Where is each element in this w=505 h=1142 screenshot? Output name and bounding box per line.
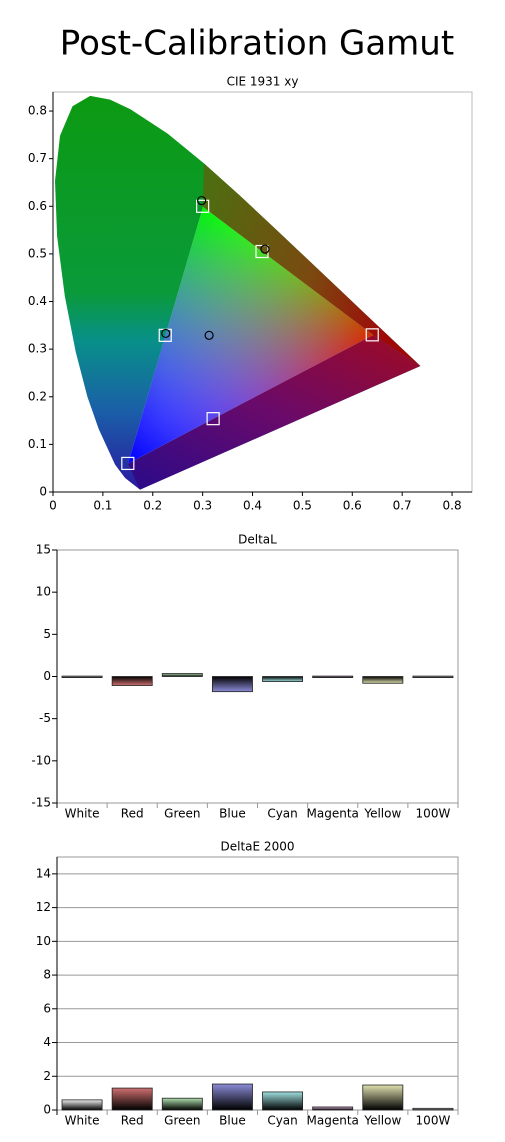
bar bbox=[211, 1083, 253, 1111]
target-marker bbox=[365, 328, 379, 342]
x-tick-label: 0.5 bbox=[293, 499, 312, 513]
y-tick-label: 0.6 bbox=[28, 199, 47, 213]
x-tick-label: 0.6 bbox=[343, 499, 362, 513]
y-tick-label: 12 bbox=[36, 900, 51, 914]
bar bbox=[111, 676, 153, 686]
x-tick-label: Green bbox=[164, 1114, 200, 1128]
target-marker bbox=[206, 412, 220, 426]
gamut-triangle bbox=[128, 207, 373, 464]
x-tick-label: 0.2 bbox=[143, 499, 162, 513]
x-tick-label: Magenta bbox=[307, 807, 359, 821]
measured-marker bbox=[260, 244, 270, 254]
y-tick-label: 14 bbox=[36, 866, 51, 880]
y-tick-label: 0.1 bbox=[28, 437, 47, 451]
y-tick-label: 10 bbox=[36, 585, 51, 599]
bar bbox=[312, 675, 354, 678]
x-tick-label: Red bbox=[121, 807, 144, 821]
y-tick-label: 6 bbox=[43, 1001, 51, 1015]
cie-diagram bbox=[55, 95, 421, 490]
x-tick-label: Yellow bbox=[363, 1114, 401, 1128]
target-marker bbox=[196, 199, 210, 213]
measured-marker bbox=[204, 330, 214, 340]
bar bbox=[61, 1099, 103, 1111]
bar bbox=[362, 676, 404, 684]
x-tick-label: White bbox=[65, 807, 100, 821]
y-tick-label: -5 bbox=[39, 711, 51, 725]
bar bbox=[61, 675, 103, 678]
bar bbox=[161, 673, 203, 677]
x-tick-label: Cyan bbox=[267, 1114, 297, 1128]
x-tick-label: 0.1 bbox=[93, 499, 112, 513]
y-tick-label: -15 bbox=[31, 796, 51, 810]
x-tick-label: 0.3 bbox=[193, 499, 212, 513]
y-tick-label: 0 bbox=[39, 485, 47, 499]
x-tick-label: Cyan bbox=[267, 807, 297, 821]
x-tick-label: Blue bbox=[219, 807, 246, 821]
outer-region bbox=[128, 335, 421, 490]
x-tick-label: Red bbox=[121, 1114, 144, 1128]
y-tick-label: 0.7 bbox=[28, 151, 47, 165]
x-tick-label: 0.4 bbox=[243, 499, 262, 513]
bar bbox=[412, 675, 454, 678]
plot-frame bbox=[56, 856, 459, 1111]
y-tick-label: 0.3 bbox=[28, 342, 47, 356]
y-tick-label: 2 bbox=[43, 1069, 51, 1083]
measured-marker bbox=[197, 195, 207, 206]
x-tick-label: 0 bbox=[49, 499, 57, 513]
chart-title: DeltaE 2000 bbox=[221, 840, 295, 854]
x-tick-label: White bbox=[65, 1114, 100, 1128]
y-tick-label: 4 bbox=[43, 1035, 51, 1049]
y-tick-label: 15 bbox=[36, 543, 51, 557]
y-tick-label: 5 bbox=[43, 627, 51, 641]
x-tick-label: 0.7 bbox=[393, 499, 412, 513]
measured-marker bbox=[161, 328, 171, 339]
bar bbox=[211, 676, 253, 693]
y-tick-label: 0.2 bbox=[28, 389, 47, 403]
x-tick-label: Magenta bbox=[307, 1114, 359, 1128]
bar bbox=[312, 1106, 354, 1111]
bar bbox=[111, 1087, 153, 1111]
target-marker bbox=[121, 456, 135, 471]
bar bbox=[412, 1107, 454, 1111]
y-tick-label: 10 bbox=[36, 934, 51, 948]
x-tick-label: Yellow bbox=[363, 807, 401, 821]
y-tick-label: 0.8 bbox=[28, 104, 47, 118]
x-tick-label: 0.8 bbox=[443, 499, 462, 513]
y-tick-label: 0 bbox=[43, 1103, 51, 1117]
y-tick-label: 0 bbox=[43, 669, 51, 683]
x-tick-label: Green bbox=[164, 807, 200, 821]
x-tick-label: Blue bbox=[219, 1114, 246, 1128]
y-tick-label: -10 bbox=[31, 753, 51, 767]
chart-title: CIE 1931 xy bbox=[227, 75, 299, 89]
main-title: Post-Calibration Gamut bbox=[60, 24, 454, 64]
bar bbox=[262, 676, 304, 682]
bar bbox=[161, 1097, 203, 1111]
outer-region bbox=[203, 163, 421, 366]
y-tick-label: 0.5 bbox=[28, 246, 47, 260]
chart-title: DeltaL bbox=[238, 533, 277, 547]
bar bbox=[262, 1091, 304, 1111]
y-tick-label: 0.4 bbox=[28, 294, 47, 308]
x-tick-label: 100W bbox=[416, 807, 451, 821]
y-tick-label: 8 bbox=[43, 968, 51, 982]
bar bbox=[362, 1084, 404, 1111]
x-tick-label: 100W bbox=[416, 1114, 451, 1128]
